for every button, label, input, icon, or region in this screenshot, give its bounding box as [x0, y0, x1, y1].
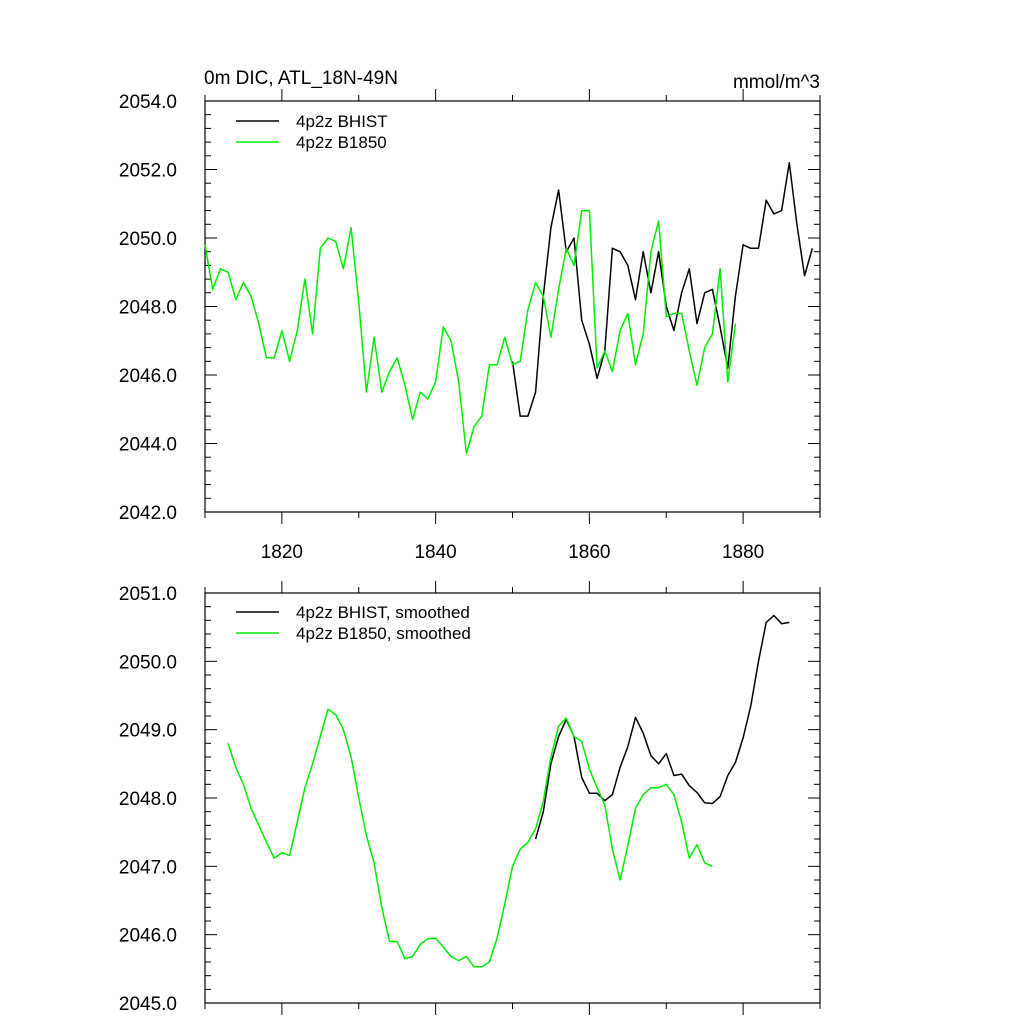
bottom-series-line-bhist — [534, 614, 790, 840]
top-y-tick-label: 2050.0 — [119, 229, 177, 250]
top-y-tick-label: 2054.0 — [119, 92, 177, 113]
bottom-y-tick-label: 2050.0 — [119, 652, 177, 673]
top-x-tick-label: 1860 — [568, 542, 610, 563]
top-x-tick-label: 1820 — [261, 542, 303, 563]
top-x-tick-label: 1840 — [414, 542, 456, 563]
top-legend-label: 4p2z B1850 — [296, 133, 387, 152]
top-legend-label: 4p2z BHIST — [296, 112, 388, 131]
bottom-plot-frame — [204, 592, 821, 1004]
top-y-tick-label: 2042.0 — [119, 503, 177, 524]
bottom-y-tick-label: 2047.0 — [119, 857, 177, 878]
top-x-tick-label: 1880 — [722, 542, 764, 563]
top-series-line-bhist — [511, 161, 814, 417]
top-plot-frame — [204, 100, 821, 513]
top-y-tick-label: 2052.0 — [119, 161, 177, 182]
bottom-y-tick-label: 2046.0 — [119, 926, 177, 947]
bottom-y-tick-label: 2051.0 — [119, 584, 177, 605]
figure-units: mmol/m^3 — [733, 72, 820, 93]
bottom-legend-label: 4p2z B1850, smoothed — [296, 624, 471, 643]
top-series-line-b1850 — [204, 209, 737, 455]
bottom-y-tick-label: 2049.0 — [119, 721, 177, 742]
top-panel-raw-dic: 2042.0 2044.0 2046.0 2048.0 2050.0 2052.0 2054… — [119, 89, 821, 563]
bottom-series-line-b1850 — [227, 708, 713, 968]
bottom-legend-label: 4p2z BHIST, smoothed — [296, 603, 470, 622]
top-y-tick-label: 2044.0 — [119, 435, 177, 456]
top-y-tick-label: 2048.0 — [119, 298, 177, 319]
bottom-panel-smoothed-dic: 2045.0 2046.0 2047.0 2048.0 2049.0 2050.0 2051… — [119, 581, 821, 1015]
figure-title: 0m DIC, ATL_18N-49N — [204, 68, 398, 89]
bottom-y-tick-label: 2045.0 — [119, 994, 177, 1015]
bottom-y-tick-label: 2048.0 — [119, 789, 177, 810]
top-y-tick-label: 2046.0 — [119, 366, 177, 387]
